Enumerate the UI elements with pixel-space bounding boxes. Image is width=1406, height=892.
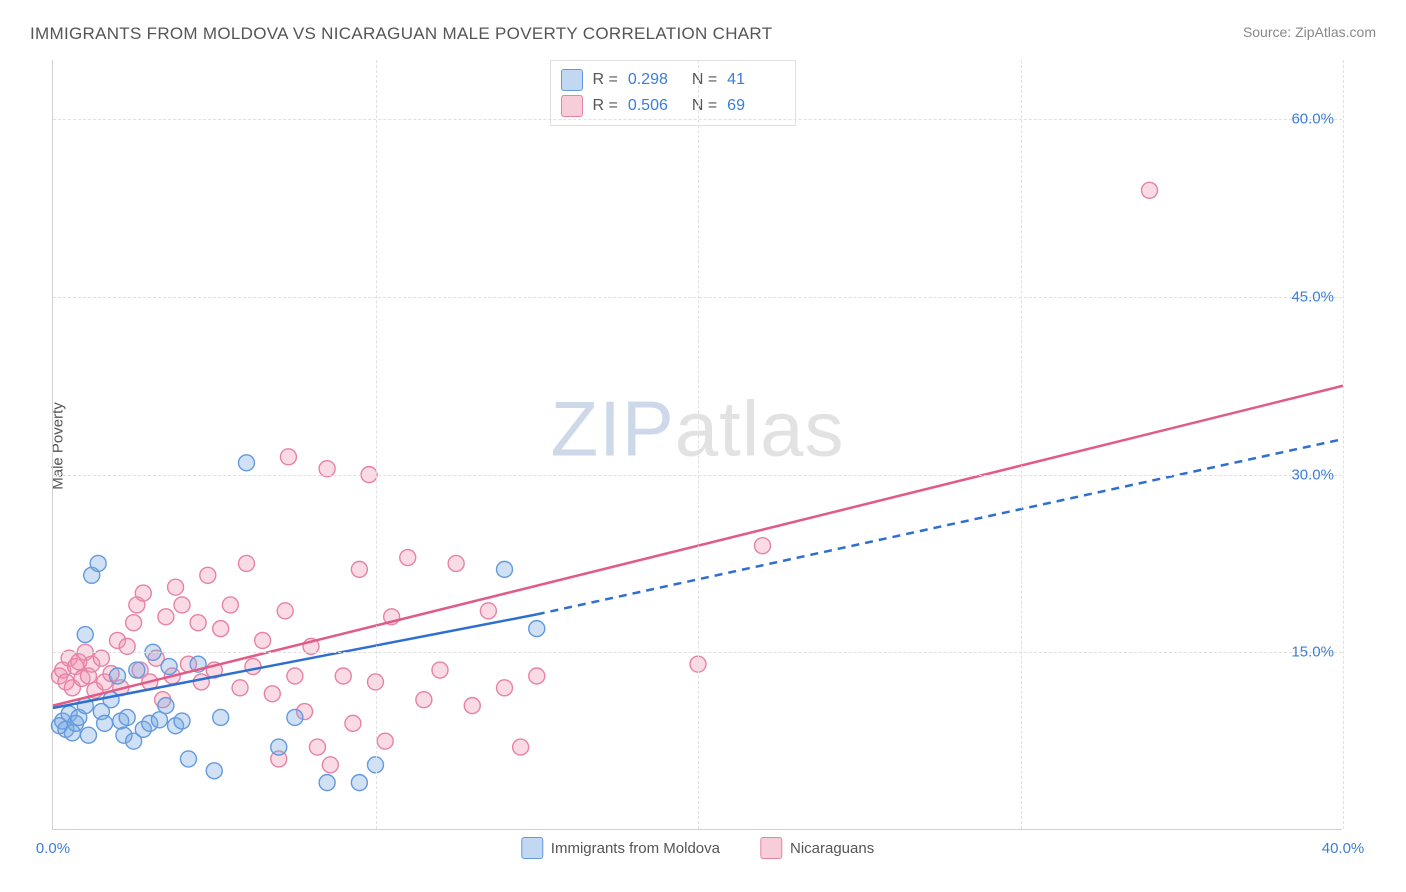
x-tick-label: 0.0% [36, 840, 70, 857]
source-label: Source: ZipAtlas.com [1243, 24, 1376, 40]
y-tick-label: 30.0% [1291, 466, 1334, 483]
series-legend: Immigrants from Moldova Nicaraguans [521, 837, 874, 859]
plot-area: ZIPatlas R = 0.298 N = 41 R = 0.506 N = … [52, 60, 1342, 830]
y-tick-label: 60.0% [1291, 111, 1334, 128]
swatch-pink-icon [760, 837, 782, 859]
legend-label-b: Nicaraguans [790, 840, 874, 857]
swatch-blue-icon [521, 837, 543, 859]
y-tick-label: 45.0% [1291, 288, 1334, 305]
chart-title: IMMIGRANTS FROM MOLDOVA VS NICARAGUAN MA… [30, 24, 772, 44]
y-tick-label: 15.0% [1291, 644, 1334, 661]
legend-label-a: Immigrants from Moldova [551, 840, 720, 857]
x-tick-label: 40.0% [1322, 840, 1365, 857]
